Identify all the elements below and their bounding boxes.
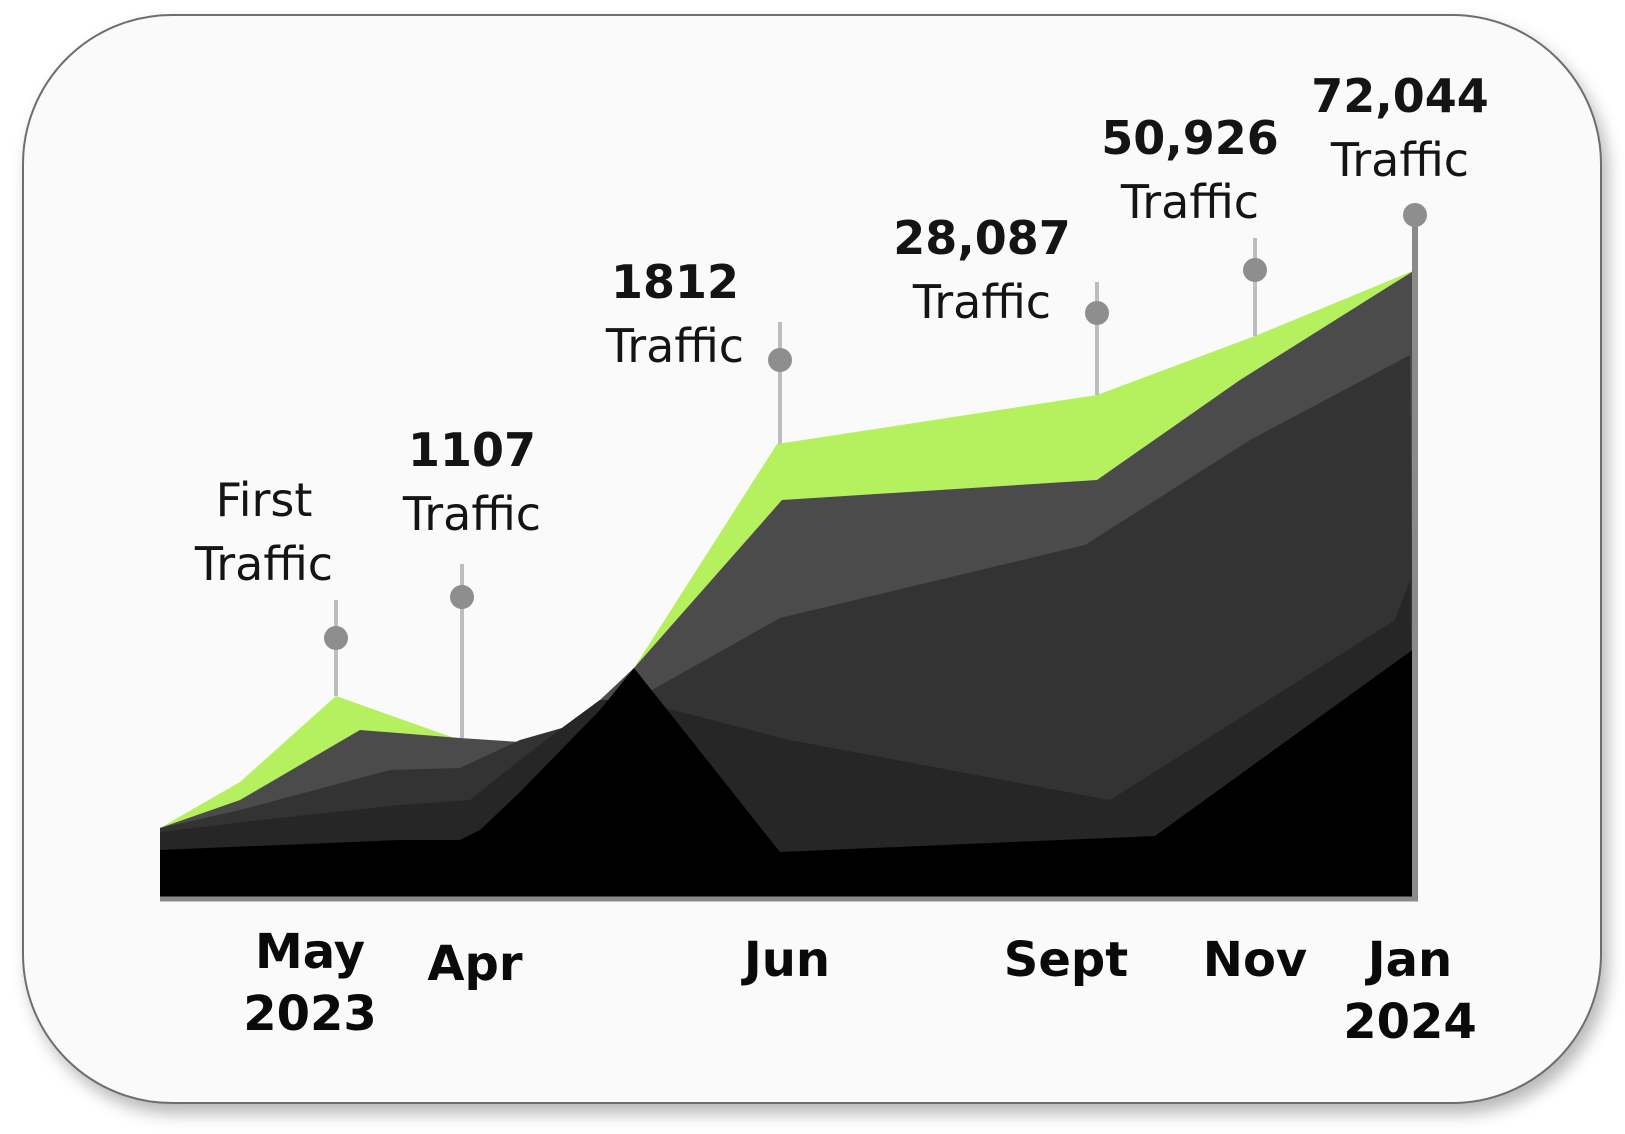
pin-dot <box>1085 301 1109 325</box>
pin-dot <box>450 585 474 609</box>
x-tick-label-sept: Sept <box>1004 932 1128 988</box>
callout-label-2-value: 1107 <box>408 423 536 477</box>
callout-label-6-value: 72,044 <box>1311 69 1489 123</box>
x-tick-label-may: May <box>255 924 365 980</box>
callout-label-1-line1: First <box>216 473 313 527</box>
pin-dot <box>1243 258 1267 282</box>
callout-pin-2 <box>450 564 474 738</box>
pin-dot <box>1403 203 1427 227</box>
callout-label-1-line2: Traffic <box>194 537 333 591</box>
callout-label-3-line2: Traffic <box>605 319 744 373</box>
callout-label-6-line2: Traffic <box>1330 133 1469 187</box>
callout-pin-3 <box>768 322 792 444</box>
x-tick-sublabel-2023: 2023 <box>243 986 377 1042</box>
x-tick-label-nov: Nov <box>1203 932 1307 988</box>
pin-dot <box>324 626 348 650</box>
callout-label-3-value: 1812 <box>611 255 739 309</box>
x-tick-label-jan: Jan <box>1365 932 1452 988</box>
callout-label-4-value: 28,087 <box>893 211 1071 265</box>
area-layer-3 <box>160 355 1415 898</box>
callout-label-5-line2: Traffic <box>1120 175 1259 229</box>
callout-label-4-line2: Traffic <box>912 275 1051 329</box>
x-tick-label-jun: Jun <box>741 932 830 988</box>
callout-pin-6 <box>1403 203 1427 227</box>
callout-label-2-line2: Traffic <box>402 487 541 541</box>
callout-pin-5 <box>1243 238 1267 336</box>
pin-dot <box>768 348 792 372</box>
x-tick-sublabel-2024: 2024 <box>1343 994 1477 1050</box>
area-layer-4 <box>160 580 1415 898</box>
callout-pin-4 <box>1085 282 1109 395</box>
callout-label-5-value: 50,926 <box>1101 111 1279 165</box>
x-tick-label-apr: Apr <box>427 936 523 992</box>
area-layer-5 <box>160 648 1415 898</box>
callout-pin-1 <box>324 600 348 696</box>
